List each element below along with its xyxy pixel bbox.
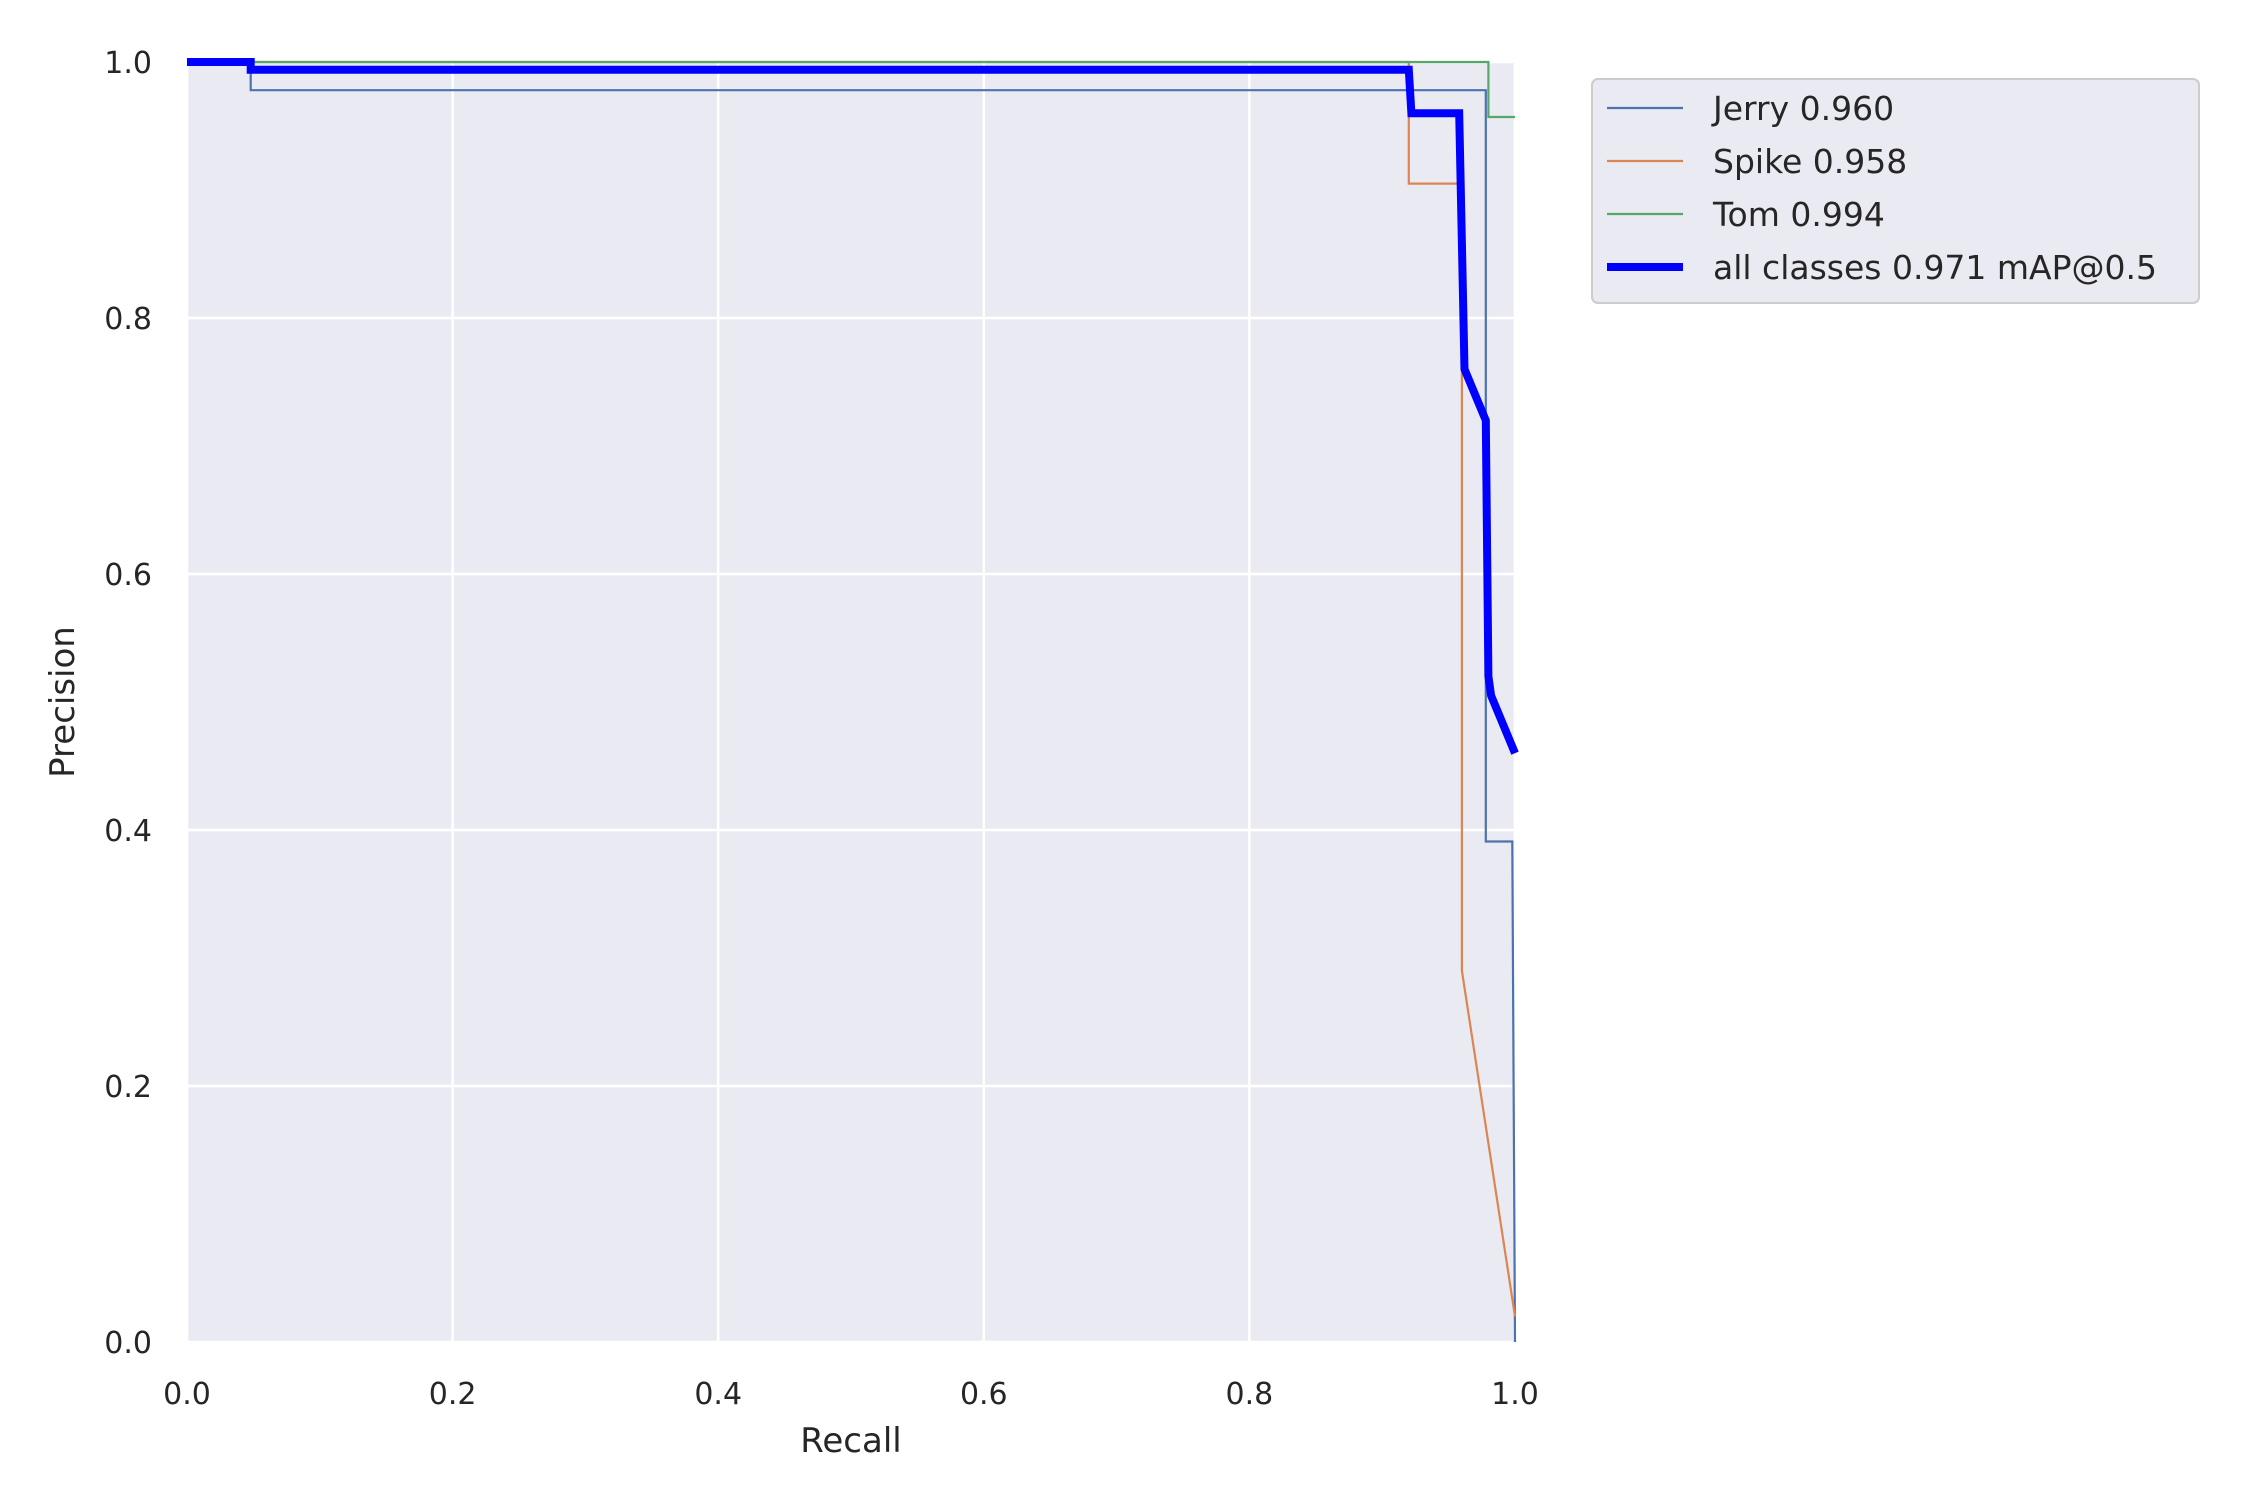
y-tick-label: 0.2: [104, 1070, 152, 1105]
tick-labels: 0.0 0.2 0.4 0.6 0.8 1.0 0.0 0.2 0.4 0.6 0.8 1.0: [104, 46, 1539, 1412]
series-lines: [187, 58, 1519, 1343]
legend-label: all classes 0.971 mAP@0.5: [1713, 248, 2157, 287]
plot-background: [187, 62, 1515, 1342]
x-tick-label: 0.8: [1226, 1377, 1274, 1412]
y-axis-label: Precision: [43, 626, 83, 778]
legend: Jerry 0.960 Spike 0.958 Tom 0.994 all class…: [1591, 78, 2200, 304]
legend-label: Spike 0.958: [1713, 142, 1907, 181]
legend-label: Jerry 0.960: [1711, 89, 1894, 128]
y-tick-label: 0.8: [104, 302, 152, 337]
y-tick-label: 0.4: [104, 814, 152, 849]
series-line-2: [187, 60, 1515, 119]
x-axis-label: Recall: [800, 1421, 901, 1461]
x-tick-label: 0.0: [163, 1377, 211, 1412]
y-tick-label: 0.6: [104, 558, 152, 593]
x-tick-label: 0.6: [960, 1377, 1008, 1412]
series-line-3: [187, 58, 1519, 755]
legend-box: [1591, 78, 2200, 304]
legend-label: Tom 0.994: [1712, 195, 1885, 234]
x-tick-label: 0.2: [429, 1377, 477, 1412]
y-tick-label: 1.0: [104, 46, 152, 81]
y-tick-label: 0.0: [104, 1326, 152, 1361]
x-tick-label: 0.4: [694, 1377, 742, 1412]
x-tick-label: 1.0: [1491, 1377, 1539, 1412]
